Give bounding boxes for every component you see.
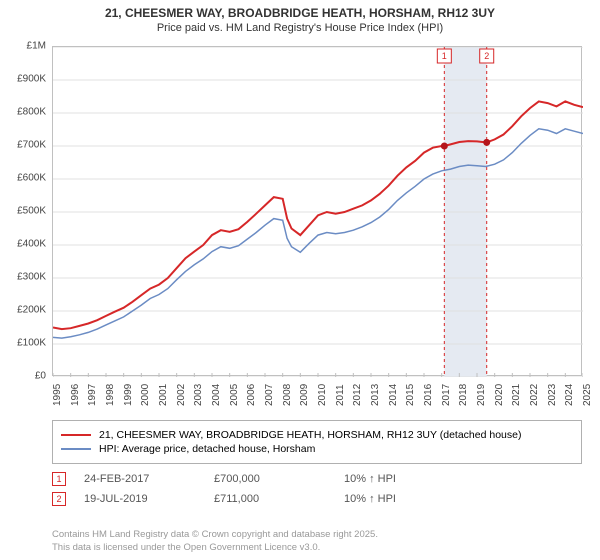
- x-tick-label: 1998: [105, 384, 116, 406]
- footer-line2: This data is licensed under the Open Gov…: [52, 542, 378, 554]
- x-tick-label: 2013: [370, 384, 381, 406]
- x-tick-label: 2004: [211, 384, 222, 406]
- x-tick-label: 2022: [529, 384, 540, 406]
- legend: 21, CHEESMER WAY, BROADBRIDGE HEATH, HOR…: [52, 420, 582, 464]
- x-tick-label: 2025: [582, 384, 593, 406]
- sale-delta: 10% ↑ HPI: [344, 473, 396, 485]
- x-tick-label: 2012: [352, 384, 363, 406]
- sale-marker-box: 2: [52, 492, 66, 506]
- x-tick-label: 2019: [476, 384, 487, 406]
- x-tick-label: 2001: [158, 384, 169, 406]
- y-tick-label: £1M: [27, 41, 46, 52]
- sale-price: £700,000: [214, 473, 344, 485]
- x-tick-label: 2021: [511, 384, 522, 406]
- y-tick-label: £700K: [17, 140, 46, 151]
- x-tick-label: 2003: [193, 384, 204, 406]
- chart-subtitle: Price paid vs. HM Land Registry's House …: [0, 22, 600, 34]
- y-tick-label: £300K: [17, 272, 46, 283]
- x-tick-label: 1999: [123, 384, 134, 406]
- x-tick-label: 2009: [299, 384, 310, 406]
- chart-plot-area: 12: [52, 46, 582, 376]
- x-tick-label: 2002: [176, 384, 187, 406]
- x-tick-label: 2023: [547, 384, 558, 406]
- x-tick-label: 2017: [441, 384, 452, 406]
- sale-marker-box: 1: [52, 472, 66, 486]
- x-tick-label: 2015: [405, 384, 416, 406]
- footer-line1: Contains HM Land Registry data © Crown c…: [52, 529, 378, 541]
- sales-table: 1 24-FEB-2017£700,00010% ↑ HPI 2 19-JUL-201…: [52, 466, 582, 512]
- x-tick-label: 1996: [70, 384, 81, 406]
- legend-row: HPI: Average price, detached house, Hors…: [61, 443, 573, 455]
- y-tick-label: £200K: [17, 305, 46, 316]
- legend-swatch: [61, 434, 91, 436]
- x-tick-label: 2024: [564, 384, 575, 406]
- x-tick-label: 1997: [87, 384, 98, 406]
- x-tick-label: 2005: [229, 384, 240, 406]
- footer-attribution: Contains HM Land Registry data © Crown c…: [52, 529, 378, 554]
- y-tick-label: £400K: [17, 239, 46, 250]
- legend-label: 21, CHEESMER WAY, BROADBRIDGE HEATH, HOR…: [99, 429, 521, 441]
- chart-svg: 12: [53, 47, 583, 377]
- x-tick-label: 1995: [52, 384, 63, 406]
- legend-row: 21, CHEESMER WAY, BROADBRIDGE HEATH, HOR…: [61, 429, 573, 441]
- x-tick-label: 2008: [282, 384, 293, 406]
- x-tick-label: 2006: [246, 384, 257, 406]
- y-tick-label: £800K: [17, 107, 46, 118]
- x-axis: 1995 1996 1997 1998 1999 2000 2001 2002 2003 2004…: [52, 378, 582, 418]
- svg-text:1: 1: [442, 51, 447, 61]
- svg-text:2: 2: [484, 51, 489, 61]
- y-tick-label: £100K: [17, 338, 46, 349]
- y-tick-label: £600K: [17, 173, 46, 184]
- legend-label: HPI: Average price, detached house, Hors…: [99, 443, 315, 455]
- sale-delta: 10% ↑ HPI: [344, 493, 396, 505]
- x-tick-label: 2007: [264, 384, 275, 406]
- sale-date: 24-FEB-2017: [84, 473, 214, 485]
- sale-price: £711,000: [214, 493, 344, 505]
- x-tick-label: 2020: [494, 384, 505, 406]
- sale-row: 1 24-FEB-2017£700,00010% ↑ HPI: [52, 472, 582, 486]
- x-tick-label: 2016: [423, 384, 434, 406]
- x-tick-label: 2000: [140, 384, 151, 406]
- y-tick-label: £500K: [17, 206, 46, 217]
- chart-title: 21, CHEESMER WAY, BROADBRIDGE HEATH, HOR…: [0, 6, 600, 20]
- y-tick-label: £0: [35, 371, 46, 382]
- x-tick-label: 2010: [317, 384, 328, 406]
- title-block: 21, CHEESMER WAY, BROADBRIDGE HEATH, HOR…: [0, 0, 600, 38]
- x-tick-label: 2018: [458, 384, 469, 406]
- y-tick-label: £900K: [17, 74, 46, 85]
- sale-date: 19-JUL-2019: [84, 493, 214, 505]
- legend-swatch: [61, 448, 91, 450]
- x-tick-label: 2011: [335, 384, 346, 406]
- y-axis: £0£100K£200K£300K£400K£500K£600K£700K£80…: [0, 46, 50, 376]
- x-tick-label: 2014: [388, 384, 399, 406]
- sale-row: 2 19-JUL-2019£711,00010% ↑ HPI: [52, 492, 582, 506]
